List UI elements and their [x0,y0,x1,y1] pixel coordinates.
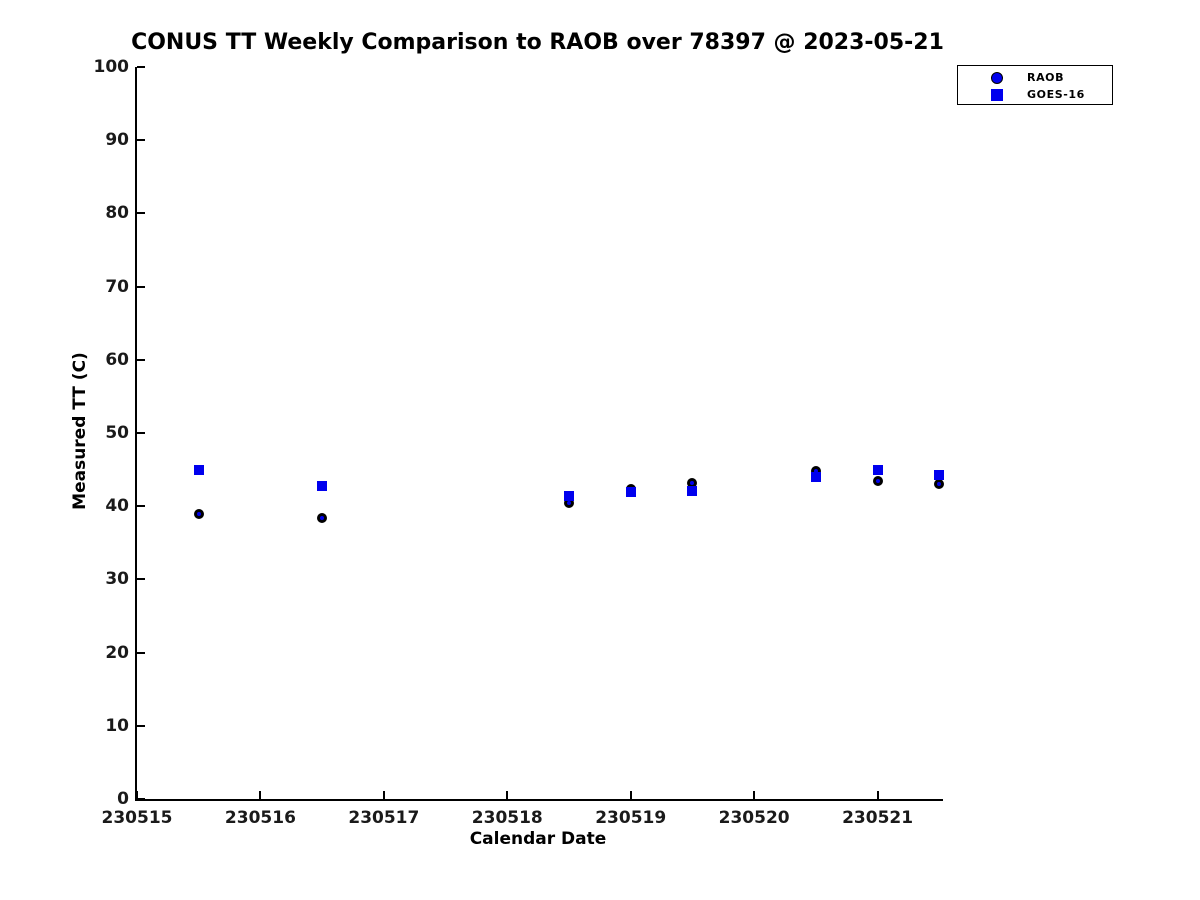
y-tick-mark [137,724,145,727]
y-tick-mark [137,285,145,288]
goes-16-point [872,465,883,476]
goes-16-point [687,485,698,496]
y-tick-label: 60 [105,349,129,370]
y-tick-label: 80 [105,203,129,224]
x-tick-label: 230520 [718,808,790,828]
legend: RAOB GOES-16 [957,65,1113,105]
x-tick-label: 230516 [224,808,296,828]
raob-circle-icon [991,71,1003,84]
y-tick-mark [137,66,145,68]
x-tick-mark [259,791,262,799]
raob-point [872,475,883,486]
plot-area: 230515 230516 230517 230518 230519 230520 2305… [94,57,945,828]
x-tick-mark [506,791,509,799]
y-tick-label: 90 [105,130,129,151]
x-tick-label: 230519 [595,808,667,828]
x-tick-mark [382,791,385,799]
y-tick-mark [137,578,145,581]
y-tick-mark [137,651,145,654]
legend-entry-raob: RAOB [958,69,1112,86]
goes-16-point [564,490,574,501]
y-tick-label: 100 [93,57,130,77]
y-tick-label: 30 [105,569,129,590]
x-tick-label: 230518 [471,808,543,828]
goes-16-point [193,464,204,475]
y-tick-mark [137,505,145,508]
goes16-square-icon [991,88,1003,101]
y-tick-label: 10 [105,715,129,736]
x-tick-label: 230515 [101,808,173,828]
raob-point [934,478,945,489]
goes-16-point [810,471,821,482]
y-tick-label: 40 [105,496,129,517]
legend-entry-goes16: GOES-16 [958,86,1112,103]
goes-16-point [934,469,945,480]
goes-16-point [317,481,328,492]
y-tick-mark [137,798,145,800]
y-tick-label: 20 [105,642,129,663]
x-tick-mark [629,791,632,799]
x-tick-mark [136,791,138,799]
x-tick-label: 230517 [348,808,420,828]
x-tick-mark [753,791,756,799]
x-tick-mark [876,791,879,799]
y-tick-label: 70 [105,276,129,297]
x-axis-label: Calendar Date [469,829,607,849]
chart-title: CONUS TT Weekly Comparison to RAOB over … [131,30,944,55]
legend-label-goes16: GOES-16 [1027,88,1085,101]
y-tick-label: 50 [105,423,129,443]
raob-point [317,512,328,523]
legend-label-raob: RAOB [1027,71,1065,84]
y-tick-mark [137,432,145,434]
raob-point [193,508,204,519]
goes-16-point [625,486,636,497]
y-tick-mark [137,212,145,215]
y-tick-mark [137,358,145,361]
y-tick-label: 0 [117,789,129,809]
x-tick-label: 230521 [842,808,914,828]
y-tick-mark [137,139,145,142]
